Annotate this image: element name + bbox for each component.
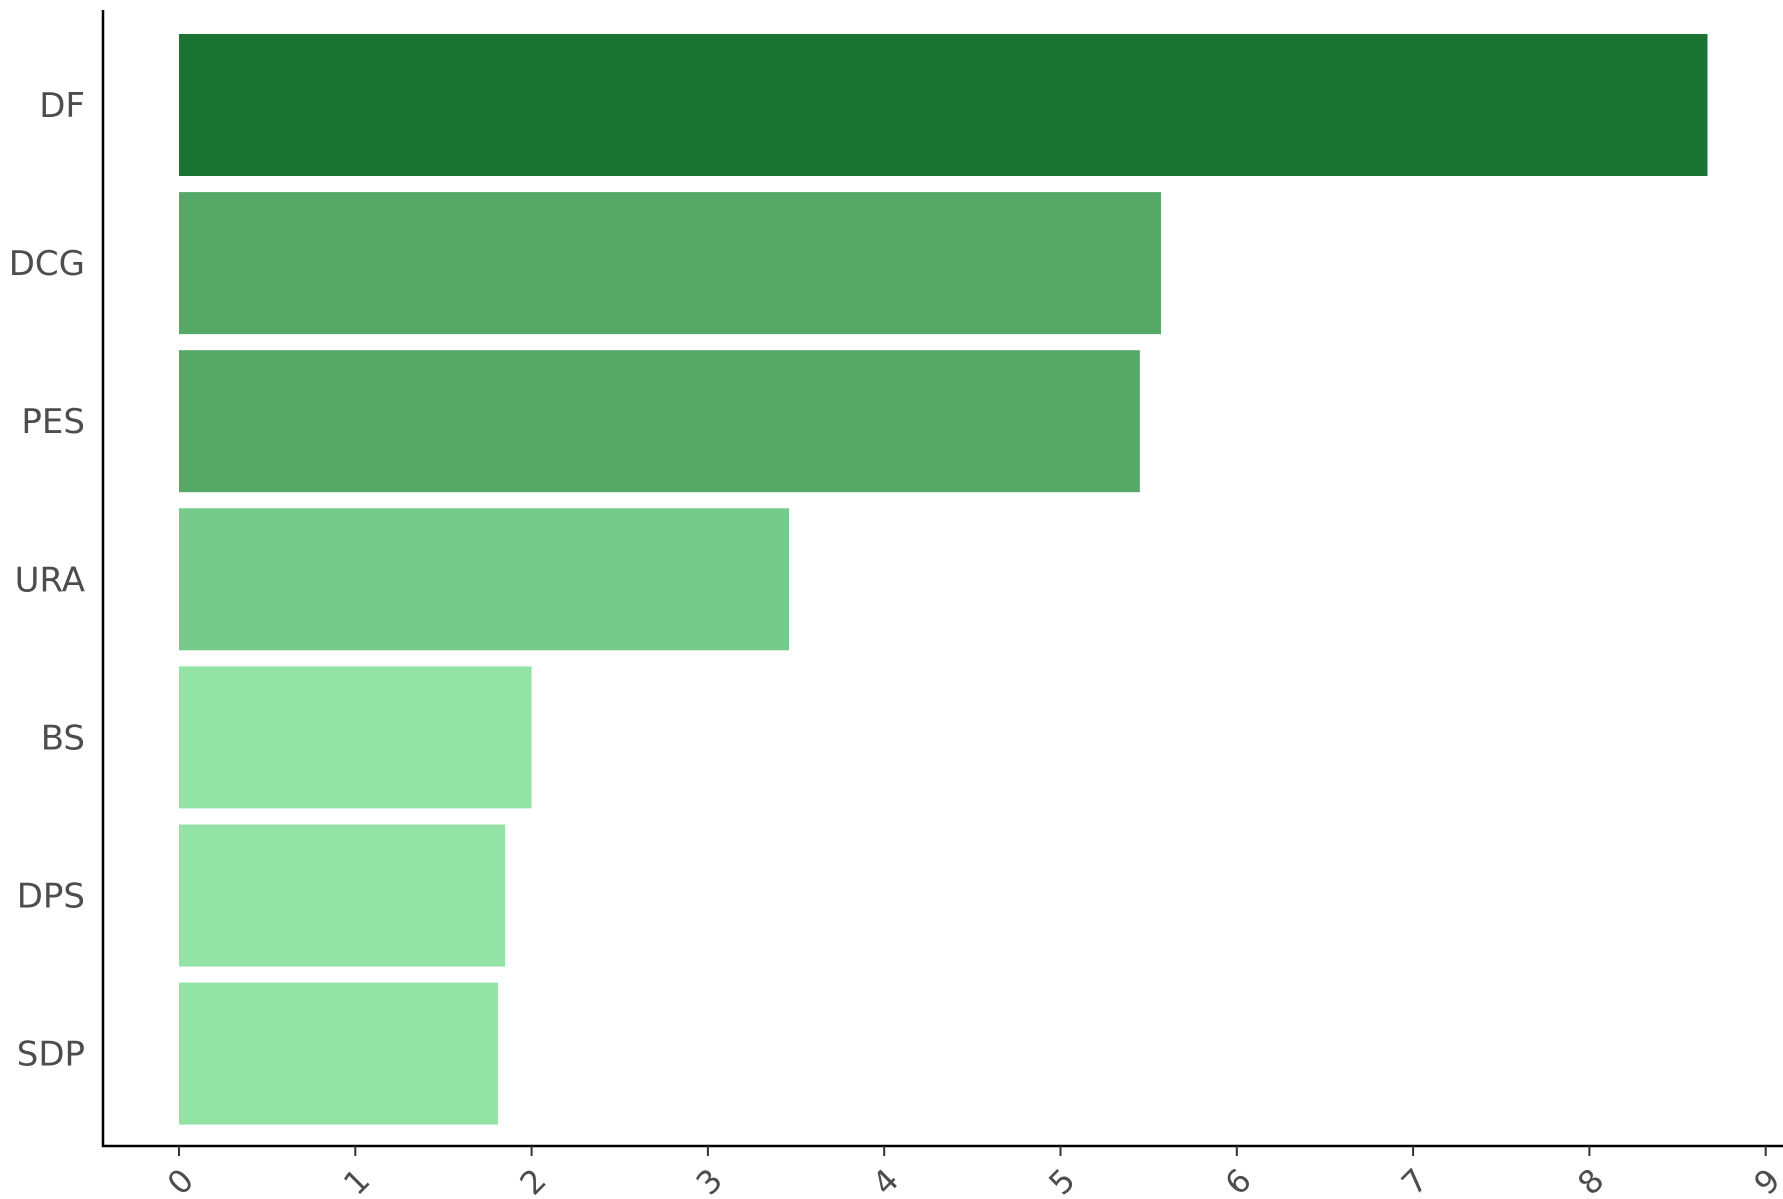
category-label-ura: URA xyxy=(15,560,85,600)
x-tick-label-8: 8 xyxy=(1570,1161,1611,1199)
x-tick-label-3: 3 xyxy=(689,1161,730,1199)
x-tick-label-4: 4 xyxy=(865,1161,906,1199)
bar-dps xyxy=(179,824,506,967)
category-label-pes: PES xyxy=(21,402,85,442)
category-label-bs: BS xyxy=(41,718,85,758)
category-labels-group: DF DCG PES URA BS DPS SDP xyxy=(9,86,85,1075)
bars-group xyxy=(179,34,1708,1125)
bar-bs xyxy=(179,666,532,809)
bar-df xyxy=(179,34,1708,176)
x-tick-label-5: 5 xyxy=(1041,1161,1082,1199)
category-label-dps: DPS xyxy=(17,877,85,917)
bar-sdp xyxy=(179,982,499,1125)
x-tick-label-6: 6 xyxy=(1218,1161,1259,1199)
category-label-sdp: SDP xyxy=(17,1035,85,1075)
category-label-dcg: DCG xyxy=(9,244,85,284)
x-tick-label-0: 0 xyxy=(160,1161,201,1199)
bar-ura xyxy=(179,508,789,651)
x-tick-label-9: 9 xyxy=(1746,1161,1783,1199)
bar-dcg xyxy=(179,192,1161,335)
x-axis-ticks-group: 0 1 2 3 4 5 6 7 8 9 xyxy=(160,1146,1783,1199)
x-tick-label-7: 7 xyxy=(1394,1161,1435,1199)
x-tick-label-1: 1 xyxy=(336,1161,377,1199)
category-label-df: DF xyxy=(39,86,85,126)
bar-pes xyxy=(179,350,1140,493)
x-tick-label-2: 2 xyxy=(512,1161,553,1199)
